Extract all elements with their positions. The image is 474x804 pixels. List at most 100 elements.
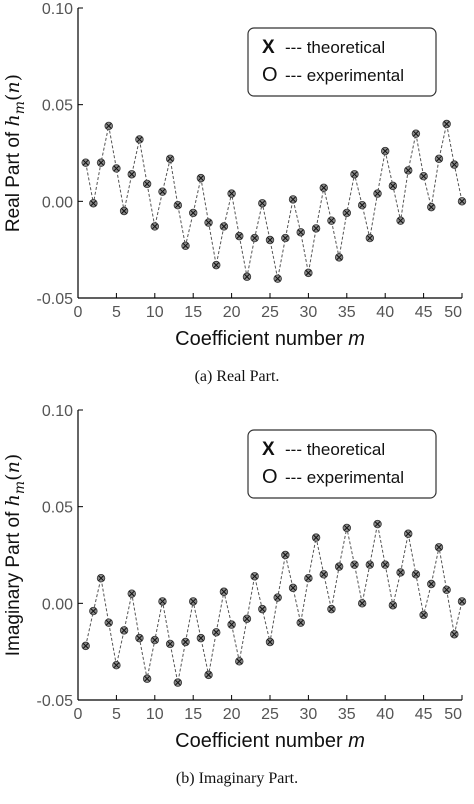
theoretical-point — [259, 200, 266, 207]
theoretical-point — [351, 171, 358, 178]
x-tick-label: 10 — [146, 304, 164, 321]
theoretical-point — [267, 237, 273, 243]
theoretical-point — [236, 658, 243, 665]
theoretical-point — [336, 563, 343, 570]
legend: X --- theoretical O --- experimental — [247, 429, 437, 499]
theoretical-point — [405, 167, 412, 174]
x-tick-label: 40 — [376, 304, 394, 321]
legend-label: --- theoretical — [285, 38, 385, 57]
theoretical-point — [98, 575, 104, 582]
theoretical-point — [128, 171, 135, 178]
y-axis-label: Imaginary Part of hm(n) — [2, 454, 28, 657]
theoretical-point — [213, 629, 220, 636]
x-axis-label: Coefficient number m — [175, 328, 365, 350]
legend-label: --- experimental — [285, 66, 404, 85]
y-tick-label: 0.00 — [42, 194, 73, 211]
theoretical-point — [282, 552, 289, 558]
theoretical-point — [389, 182, 396, 189]
theoretical-point — [144, 180, 151, 187]
theoretical-point — [244, 273, 250, 280]
theoretical-point — [105, 122, 112, 129]
theoretical-point — [359, 202, 366, 209]
x-tick-label: 40 — [376, 706, 394, 723]
x-tick-label: 45 — [415, 304, 433, 321]
theoretical-point — [151, 223, 158, 230]
theoretical-point — [274, 594, 281, 601]
theoretical-point — [374, 190, 381, 197]
theoretical-point — [182, 242, 189, 249]
theoretical-point — [420, 173, 427, 180]
theoretical-point — [274, 275, 281, 282]
x-tick-label: 5 — [112, 706, 121, 723]
legend: X --- theoretical O --- experimental — [247, 27, 437, 97]
theoretical-point — [190, 598, 197, 605]
caption-real: (a) Real Part. — [194, 368, 280, 385]
theoretical-point — [459, 198, 465, 205]
theoretical-point — [167, 640, 174, 647]
theoretical-point — [313, 225, 320, 232]
theoretical-point — [305, 575, 312, 582]
x-tick-label: 15 — [184, 706, 202, 723]
theoretical-point — [82, 642, 89, 649]
theoretical-point — [320, 571, 327, 578]
chart-panel-imaginary: 0.10 0.05 0.00 -0.05 0 5 10 15 20 25 30 35 40 45 50 Coe… — [0, 402, 474, 804]
theoretical-point — [443, 586, 450, 593]
theoretical-point — [397, 217, 404, 224]
legend-box — [247, 27, 437, 97]
theoretical-point — [205, 671, 212, 678]
y-axis-label: Real Part of hm(n) — [2, 74, 28, 232]
theoretical-point — [366, 561, 373, 568]
theoretical-point — [167, 155, 174, 162]
y-tick-label: 0.05 — [42, 98, 73, 115]
theoretical-point — [205, 219, 212, 226]
theoretical-point — [159, 598, 166, 605]
theoretical-point — [428, 581, 435, 587]
theoretical-point — [98, 159, 104, 166]
x-tick-label: 25 — [261, 706, 279, 723]
theoretical-point — [113, 662, 120, 669]
theoretical-point — [174, 202, 181, 209]
theoretical-point — [174, 679, 181, 686]
y-tick-label: 0.10 — [42, 1, 73, 18]
chart-panel-real: 0.10 0.05 0.00 -0.05 0 5 10 15 20 25 30 35 40 45 50 Coe… — [2, 1, 467, 385]
theoretical-series-line — [85, 123, 463, 279]
theoretical-point — [267, 639, 273, 645]
theoretical-point — [220, 223, 227, 230]
theoretical-point — [328, 217, 335, 224]
theoretical-point — [259, 606, 266, 613]
x-tick-label: 35 — [338, 304, 356, 321]
theoretical-point — [305, 269, 312, 276]
theoretical-point — [144, 675, 151, 682]
theoretical-point — [136, 136, 143, 143]
x-tick-label: 35 — [338, 706, 356, 723]
imaginary-part-chart: 0.10 0.05 0.00 -0.050 5 10 15 20 25 30 35 40 45 50 Coe… — [2, 403, 467, 752]
theoretical-point — [451, 631, 458, 638]
real-part-chart: 0.10 0.05 0.00 -0.050 5 10 15 20 25 30 35 40 45 50 Coe… — [2, 1, 467, 350]
theoretical-point — [412, 571, 419, 578]
theoretical-point — [113, 165, 120, 172]
theoretical-point — [228, 190, 235, 197]
x-tick-label: 15 — [184, 304, 202, 321]
legend-label: --- theoretical — [285, 440, 385, 459]
y-tick-label: -0.05 — [37, 693, 74, 710]
legend-marker-x: X — [262, 439, 275, 460]
theoretical-point — [428, 204, 435, 211]
theoretical-point — [136, 635, 143, 642]
theoretical-point — [382, 561, 389, 568]
theoretical-point — [412, 130, 419, 137]
x-tick-label: 50 — [444, 304, 462, 321]
theoretical-point — [451, 161, 458, 168]
x-tick-label: 5 — [112, 304, 121, 321]
theoretical-point — [343, 524, 350, 531]
x-tick-label: 25 — [261, 304, 279, 321]
theoretical-point — [436, 155, 442, 162]
theoretical-point — [343, 209, 350, 216]
theoretical-point — [121, 208, 128, 214]
theoretical-point — [251, 573, 258, 580]
x-tick-label: 20 — [223, 706, 241, 723]
theoretical-point — [297, 619, 304, 626]
legend-marker-o: O — [262, 466, 278, 488]
x-tick-label: 50 — [444, 706, 462, 723]
y-tick-label: 0.00 — [42, 596, 73, 613]
theoretical-point — [244, 615, 250, 622]
